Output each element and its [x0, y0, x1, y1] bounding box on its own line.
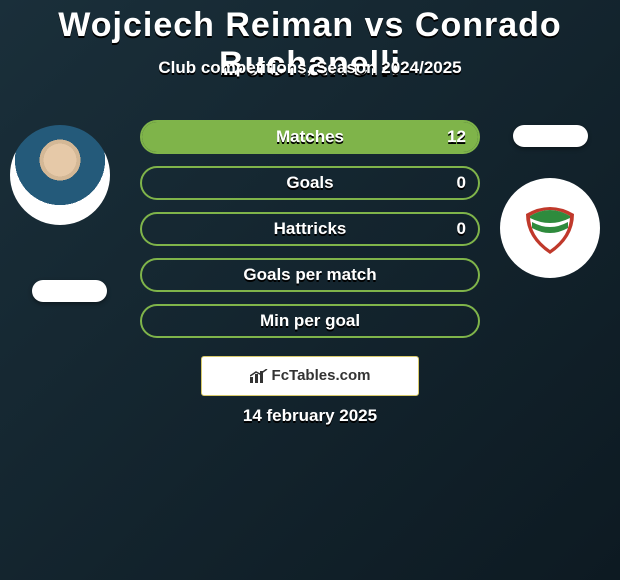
stat-bar: Goals per match: [140, 258, 480, 292]
stat-bar: Goals0: [140, 166, 480, 200]
club-crest-icon: [520, 198, 580, 258]
subtitle: Club competitions, Season 2024/2025: [0, 58, 620, 78]
player-left-club-pill: [32, 280, 107, 302]
chart-icon: [250, 369, 268, 383]
stat-value-right: 0: [457, 168, 466, 198]
stat-bar: Hattricks0: [140, 212, 480, 246]
date-label: 14 february 2025: [0, 406, 620, 426]
branding-text: FcTables.com: [272, 367, 371, 384]
stat-label: Goals per match: [142, 260, 478, 290]
comparison-card: Wojciech Reiman vs Conrado Buchanelli Cl…: [0, 0, 620, 580]
branding-badge: FcTables.com: [201, 356, 419, 396]
stat-value-right: 12: [447, 122, 466, 152]
stat-label: Goals: [142, 168, 478, 198]
stat-label: Matches: [142, 122, 478, 152]
player-left-avatar: [10, 125, 110, 225]
stat-label: Hattricks: [142, 214, 478, 244]
stat-bar: Matches12: [140, 120, 480, 154]
player-right-avatar: [500, 178, 600, 278]
stat-label: Min per goal: [142, 306, 478, 336]
stat-bar: Min per goal: [140, 304, 480, 338]
stat-value-right: 0: [457, 214, 466, 244]
player-right-club-pill: [513, 125, 588, 147]
stat-bars: Matches12Goals0Hattricks0Goals per match…: [140, 120, 480, 350]
